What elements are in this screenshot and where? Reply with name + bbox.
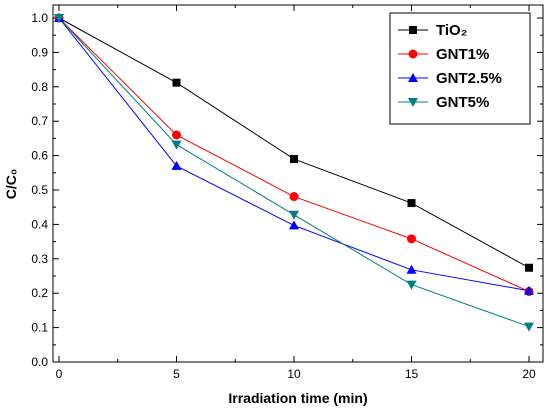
data-point-1-1 — [172, 130, 181, 140]
x-tick-label: 20 — [522, 367, 536, 381]
x-tick-label: 5 — [173, 367, 180, 381]
legend-label-3: GNT5% — [436, 94, 489, 111]
data-point-1-3 — [407, 234, 416, 244]
legend-marker-2 — [408, 73, 418, 82]
data-point-2-1 — [171, 160, 182, 170]
y-tick-label: 0.9 — [31, 45, 48, 59]
plot-frame — [52, 4, 544, 363]
data-point-3-0 — [54, 14, 64, 23]
data-point-1-2 — [289, 192, 299, 202]
y-tick-label: 0.5 — [31, 183, 48, 197]
y-tick-label: 0.7 — [31, 114, 48, 128]
series-markers — [54, 13, 534, 332]
y-tick-label: 0.4 — [31, 217, 48, 231]
legend-label-1: GNT1% — [436, 46, 489, 63]
y-tick-label: 0.0 — [31, 355, 48, 369]
y-tick-label: 0.8 — [31, 80, 48, 94]
data-point-0-3 — [407, 199, 416, 208]
y-tick-label: 1.0 — [31, 11, 48, 25]
data-point-0-1 — [172, 78, 181, 87]
y-tick-label: 0.3 — [31, 252, 48, 266]
data-point-3-3 — [406, 280, 417, 290]
x-axis: 0 5 10 15 20 — [56, 5, 536, 381]
y-axis: 0.0 0.1 0.2 0.3 0.4 0.5 0.6 0.7 0.8 0.9 1.0 — [31, 11, 543, 369]
legend: TiO₂ GNT1% GNT2.5% GNT5% — [389, 12, 531, 125]
y-tick-label: 0.6 — [31, 149, 48, 163]
x-axis-title: Irradiation time (min) — [228, 390, 367, 406]
legend-label-0: TiO₂ — [436, 22, 467, 39]
data-point-0-2 — [290, 155, 298, 164]
y-tick-label: 0.1 — [31, 321, 48, 335]
data-point-3-4 — [524, 322, 534, 332]
legend-marker-0 — [409, 26, 417, 34]
y-axis-title: C/C₀ — [3, 169, 19, 199]
x-tick-label: 0 — [56, 367, 63, 381]
data-point-0-4 — [525, 263, 533, 272]
legend-marker-1 — [408, 49, 418, 59]
data-point-2-4 — [524, 285, 534, 295]
legend-marker-3 — [408, 98, 418, 107]
data-point-2-3 — [406, 264, 417, 274]
x-tick-label: 10 — [287, 367, 301, 381]
data-point-3-1 — [171, 140, 182, 150]
legend-label-2: GNT2.5% — [436, 70, 502, 87]
data-point-3-2 — [289, 210, 299, 220]
data-point-2-2 — [289, 220, 299, 230]
x-tick-label: 15 — [405, 367, 419, 381]
y-tick-label: 0.2 — [31, 286, 48, 300]
